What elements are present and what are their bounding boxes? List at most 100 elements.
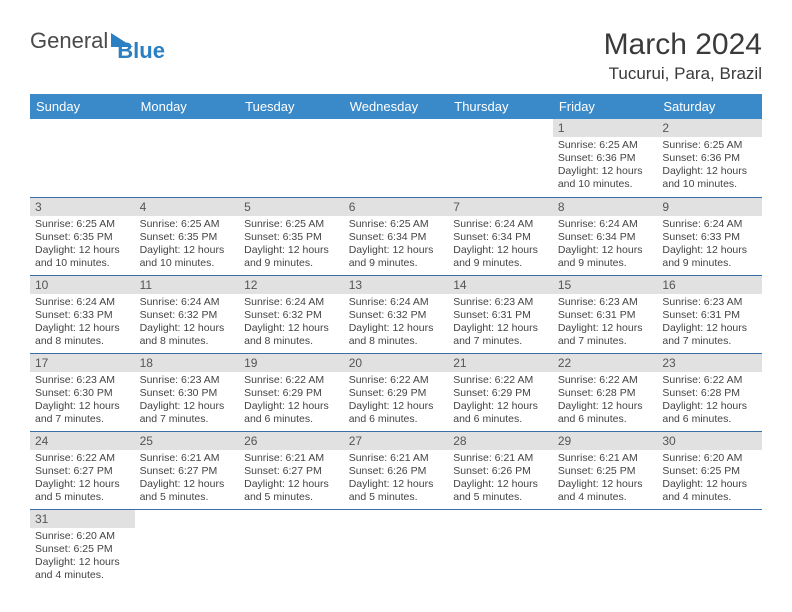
sunrise-line: Sunrise: 6:24 AM bbox=[140, 296, 235, 309]
sunrise-line: Sunrise: 6:23 AM bbox=[453, 296, 548, 309]
sunrise-line: Sunrise: 6:24 AM bbox=[558, 218, 653, 231]
sunset-line: Sunset: 6:34 PM bbox=[349, 231, 444, 244]
logo: General Blue bbox=[30, 28, 165, 54]
sunrise-line: Sunrise: 6:22 AM bbox=[558, 374, 653, 387]
calendar-cell bbox=[30, 119, 135, 197]
day-info: Sunrise: 6:23 AMSunset: 6:30 PMDaylight:… bbox=[135, 372, 240, 431]
calendar-cell: 12Sunrise: 6:24 AMSunset: 6:32 PMDayligh… bbox=[239, 275, 344, 353]
day-number: 20 bbox=[344, 354, 449, 372]
sunset-line: Sunset: 6:34 PM bbox=[558, 231, 653, 244]
day-number: 14 bbox=[448, 276, 553, 294]
sunrise-line: Sunrise: 6:20 AM bbox=[662, 452, 757, 465]
calendar-cell bbox=[135, 119, 240, 197]
calendar-cell: 2Sunrise: 6:25 AMSunset: 6:36 PMDaylight… bbox=[657, 119, 762, 197]
logo-text-blue: Blue bbox=[117, 38, 165, 64]
sunset-line: Sunset: 6:35 PM bbox=[140, 231, 235, 244]
col-monday: Monday bbox=[135, 94, 240, 119]
day-info: Sunrise: 6:25 AMSunset: 6:35 PMDaylight:… bbox=[135, 216, 240, 275]
day-info: Sunrise: 6:23 AMSunset: 6:31 PMDaylight:… bbox=[553, 294, 658, 353]
col-thursday: Thursday bbox=[448, 94, 553, 119]
calendar-cell: 21Sunrise: 6:22 AMSunset: 6:29 PMDayligh… bbox=[448, 353, 553, 431]
sunrise-line: Sunrise: 6:24 AM bbox=[349, 296, 444, 309]
day-info: Sunrise: 6:25 AMSunset: 6:35 PMDaylight:… bbox=[30, 216, 135, 275]
day-info: Sunrise: 6:24 AMSunset: 6:32 PMDaylight:… bbox=[239, 294, 344, 353]
day-info: Sunrise: 6:24 AMSunset: 6:32 PMDaylight:… bbox=[135, 294, 240, 353]
calendar-cell: 11Sunrise: 6:24 AMSunset: 6:32 PMDayligh… bbox=[135, 275, 240, 353]
calendar-body: 1Sunrise: 6:25 AMSunset: 6:36 PMDaylight… bbox=[30, 119, 762, 587]
sunrise-line: Sunrise: 6:21 AM bbox=[140, 452, 235, 465]
daylight-line: Daylight: 12 hours and 7 minutes. bbox=[453, 322, 548, 348]
sunrise-line: Sunrise: 6:25 AM bbox=[244, 218, 339, 231]
calendar-cell: 25Sunrise: 6:21 AMSunset: 6:27 PMDayligh… bbox=[135, 431, 240, 509]
calendar-cell: 22Sunrise: 6:22 AMSunset: 6:28 PMDayligh… bbox=[553, 353, 658, 431]
day-info: Sunrise: 6:22 AMSunset: 6:28 PMDaylight:… bbox=[657, 372, 762, 431]
calendar-cell: 3Sunrise: 6:25 AMSunset: 6:35 PMDaylight… bbox=[30, 197, 135, 275]
sunrise-line: Sunrise: 6:22 AM bbox=[244, 374, 339, 387]
sunrise-line: Sunrise: 6:25 AM bbox=[35, 218, 130, 231]
day-info: Sunrise: 6:24 AMSunset: 6:33 PMDaylight:… bbox=[30, 294, 135, 353]
day-number: 22 bbox=[553, 354, 658, 372]
calendar-cell: 9Sunrise: 6:24 AMSunset: 6:33 PMDaylight… bbox=[657, 197, 762, 275]
calendar-cell: 18Sunrise: 6:23 AMSunset: 6:30 PMDayligh… bbox=[135, 353, 240, 431]
day-number: 4 bbox=[135, 198, 240, 216]
sunset-line: Sunset: 6:35 PM bbox=[35, 231, 130, 244]
sunset-line: Sunset: 6:27 PM bbox=[35, 465, 130, 478]
sunrise-line: Sunrise: 6:22 AM bbox=[453, 374, 548, 387]
daylight-line: Daylight: 12 hours and 10 minutes. bbox=[662, 165, 757, 191]
day-number: 5 bbox=[239, 198, 344, 216]
sunrise-line: Sunrise: 6:21 AM bbox=[244, 452, 339, 465]
day-number: 19 bbox=[239, 354, 344, 372]
daylight-line: Daylight: 12 hours and 7 minutes. bbox=[662, 322, 757, 348]
sunset-line: Sunset: 6:25 PM bbox=[558, 465, 653, 478]
calendar-cell: 1Sunrise: 6:25 AMSunset: 6:36 PMDaylight… bbox=[553, 119, 658, 197]
day-number: 12 bbox=[239, 276, 344, 294]
calendar-cell: 5Sunrise: 6:25 AMSunset: 6:35 PMDaylight… bbox=[239, 197, 344, 275]
day-number: 8 bbox=[553, 198, 658, 216]
sunset-line: Sunset: 6:31 PM bbox=[453, 309, 548, 322]
day-number: 1 bbox=[553, 119, 658, 137]
calendar-cell: 28Sunrise: 6:21 AMSunset: 6:26 PMDayligh… bbox=[448, 431, 553, 509]
calendar-cell: 19Sunrise: 6:22 AMSunset: 6:29 PMDayligh… bbox=[239, 353, 344, 431]
calendar-cell: 26Sunrise: 6:21 AMSunset: 6:27 PMDayligh… bbox=[239, 431, 344, 509]
day-info: Sunrise: 6:22 AMSunset: 6:29 PMDaylight:… bbox=[344, 372, 449, 431]
sunset-line: Sunset: 6:27 PM bbox=[244, 465, 339, 478]
daylight-line: Daylight: 12 hours and 7 minutes. bbox=[35, 400, 130, 426]
sunset-line: Sunset: 6:30 PM bbox=[35, 387, 130, 400]
calendar-row: 1Sunrise: 6:25 AMSunset: 6:36 PMDaylight… bbox=[30, 119, 762, 197]
day-number: 3 bbox=[30, 198, 135, 216]
day-number: 31 bbox=[30, 510, 135, 528]
col-friday: Friday bbox=[553, 94, 658, 119]
daylight-line: Daylight: 12 hours and 9 minutes. bbox=[453, 244, 548, 270]
calendar-cell bbox=[657, 509, 762, 587]
calendar-cell: 8Sunrise: 6:24 AMSunset: 6:34 PMDaylight… bbox=[553, 197, 658, 275]
col-saturday: Saturday bbox=[657, 94, 762, 119]
daylight-line: Daylight: 12 hours and 8 minutes. bbox=[349, 322, 444, 348]
sunrise-line: Sunrise: 6:25 AM bbox=[140, 218, 235, 231]
sunrise-line: Sunrise: 6:22 AM bbox=[35, 452, 130, 465]
sunrise-line: Sunrise: 6:23 AM bbox=[662, 296, 757, 309]
calendar-cell: 29Sunrise: 6:21 AMSunset: 6:25 PMDayligh… bbox=[553, 431, 658, 509]
daylight-line: Daylight: 12 hours and 9 minutes. bbox=[558, 244, 653, 270]
calendar-cell bbox=[553, 509, 658, 587]
calendar-cell: 6Sunrise: 6:25 AMSunset: 6:34 PMDaylight… bbox=[344, 197, 449, 275]
day-info: Sunrise: 6:20 AMSunset: 6:25 PMDaylight:… bbox=[30, 528, 135, 587]
sunrise-line: Sunrise: 6:22 AM bbox=[662, 374, 757, 387]
day-number: 27 bbox=[344, 432, 449, 450]
day-info: Sunrise: 6:24 AMSunset: 6:34 PMDaylight:… bbox=[553, 216, 658, 275]
calendar-cell bbox=[239, 509, 344, 587]
daylight-line: Daylight: 12 hours and 8 minutes. bbox=[244, 322, 339, 348]
day-number: 2 bbox=[657, 119, 762, 137]
day-info: Sunrise: 6:25 AMSunset: 6:36 PMDaylight:… bbox=[553, 137, 658, 196]
sunset-line: Sunset: 6:27 PM bbox=[140, 465, 235, 478]
day-number: 15 bbox=[553, 276, 658, 294]
day-info: Sunrise: 6:21 AMSunset: 6:25 PMDaylight:… bbox=[553, 450, 658, 509]
sunset-line: Sunset: 6:28 PM bbox=[662, 387, 757, 400]
sunset-line: Sunset: 6:32 PM bbox=[349, 309, 444, 322]
sunrise-line: Sunrise: 6:25 AM bbox=[349, 218, 444, 231]
calendar-cell: 17Sunrise: 6:23 AMSunset: 6:30 PMDayligh… bbox=[30, 353, 135, 431]
day-number: 24 bbox=[30, 432, 135, 450]
sunrise-line: Sunrise: 6:21 AM bbox=[349, 452, 444, 465]
day-number: 26 bbox=[239, 432, 344, 450]
calendar-cell: 15Sunrise: 6:23 AMSunset: 6:31 PMDayligh… bbox=[553, 275, 658, 353]
calendar-cell: 7Sunrise: 6:24 AMSunset: 6:34 PMDaylight… bbox=[448, 197, 553, 275]
